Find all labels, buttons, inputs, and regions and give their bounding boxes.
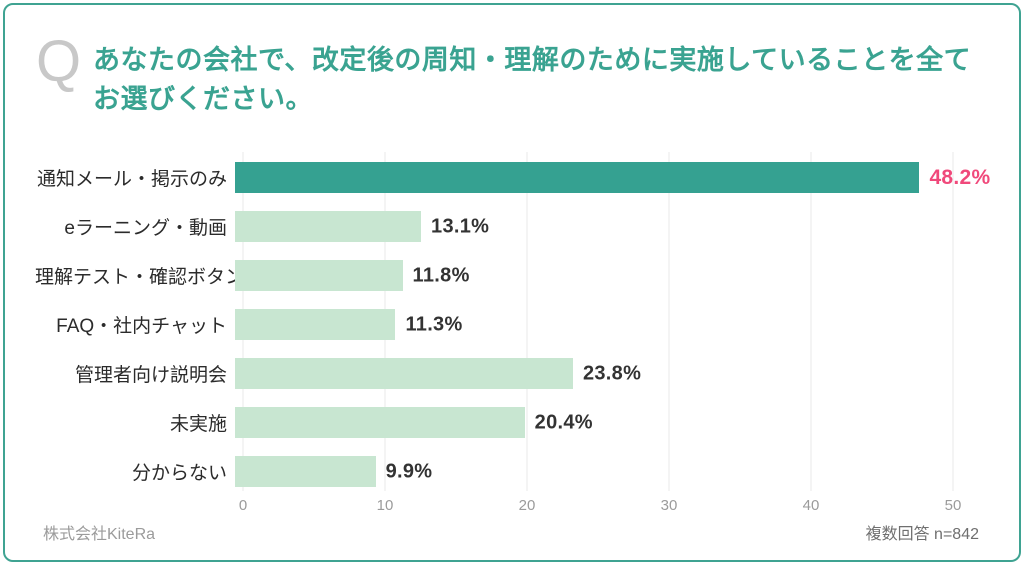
x-tick-label: 50 — [944, 497, 962, 514]
category-label: FAQ・社内チャット — [56, 316, 227, 337]
x-tick-label: 30 — [660, 497, 678, 514]
category-label: 通知メール・掲示のみ — [36, 169, 227, 190]
value-label: 11.8% — [412, 264, 470, 286]
bar-row: 分からない 9.9% — [35, 447, 1005, 496]
page-title: あなたの会社で、改定後の周知・理解のために実施していることを全て お選びください… — [93, 41, 993, 119]
bar-track: 9.9% — [235, 456, 945, 487]
bar — [235, 456, 376, 487]
bar-track: 13.1% — [235, 211, 945, 242]
bar-row: 未実施 20.4% — [35, 398, 1005, 447]
x-axis: 0 10 20 30 40 50 — [239, 497, 962, 517]
sample-note: 複数回答 n=842 — [865, 526, 979, 543]
bar-track: 20.4% — [235, 407, 945, 438]
x-tick-label: 0 — [238, 497, 248, 514]
bar-track: 23.8% — [235, 358, 945, 389]
category-label: eラーニング・動画 — [64, 218, 227, 239]
gridline — [526, 152, 528, 491]
bar-row: 理解テスト・確認ボタン 11.8% — [35, 251, 1005, 300]
value-label: 13.1% — [431, 215, 490, 237]
category-label: 管理者向け説明会 — [74, 365, 227, 386]
bar — [235, 162, 920, 193]
bar — [235, 309, 396, 340]
bar-row: eラーニング・動画 13.1% — [35, 202, 1005, 251]
survey-card: Q あなたの会社で、改定後の周知・理解のために実施していることを全て お選びくだ… — [3, 3, 1021, 562]
category-label: 理解テスト・確認ボタン — [35, 267, 245, 288]
bar-track: 11.8% — [235, 260, 945, 291]
category-label: 未実施 — [169, 414, 227, 435]
x-tick-label: 10 — [376, 497, 394, 514]
title-line-1: あなたの会社で、改定後の周知・理解のために実施していることを全て — [93, 45, 972, 75]
source-company: 株式会社KiteRa — [43, 526, 156, 543]
bar — [235, 260, 403, 291]
title-line-2: お選びください。 — [93, 84, 313, 114]
value-label: 20.4% — [534, 411, 593, 433]
value-label: 48.2% — [929, 165, 991, 189]
value-label: 9.9% — [385, 460, 433, 482]
bar-track: 48.2% — [235, 162, 990, 193]
bar — [235, 407, 525, 438]
gridline — [668, 152, 670, 491]
bar-row: 管理者向け説明会 23.8% — [35, 349, 1005, 398]
category-label: 分からない — [131, 463, 227, 484]
gridline — [810, 152, 812, 491]
bar-track: 11.3% — [235, 309, 945, 340]
bar-row: FAQ・社内チャット 11.3% — [35, 300, 1005, 349]
bar — [235, 211, 422, 242]
x-tick-label: 20 — [518, 497, 536, 514]
value-label: 23.8% — [582, 362, 642, 384]
value-label: 11.3% — [405, 313, 463, 335]
bar — [235, 358, 573, 389]
x-tick-label: 40 — [802, 497, 820, 514]
gridline — [952, 152, 954, 491]
bar-row: 通知メール・掲示のみ 48.2% — [35, 153, 1005, 202]
bar-rows: 通知メール・掲示のみ 48.2% eラーニング・動画 13.1% 理解テスト・確認ボタン… — [35, 153, 1005, 496]
question-icon: Q — [36, 29, 82, 94]
